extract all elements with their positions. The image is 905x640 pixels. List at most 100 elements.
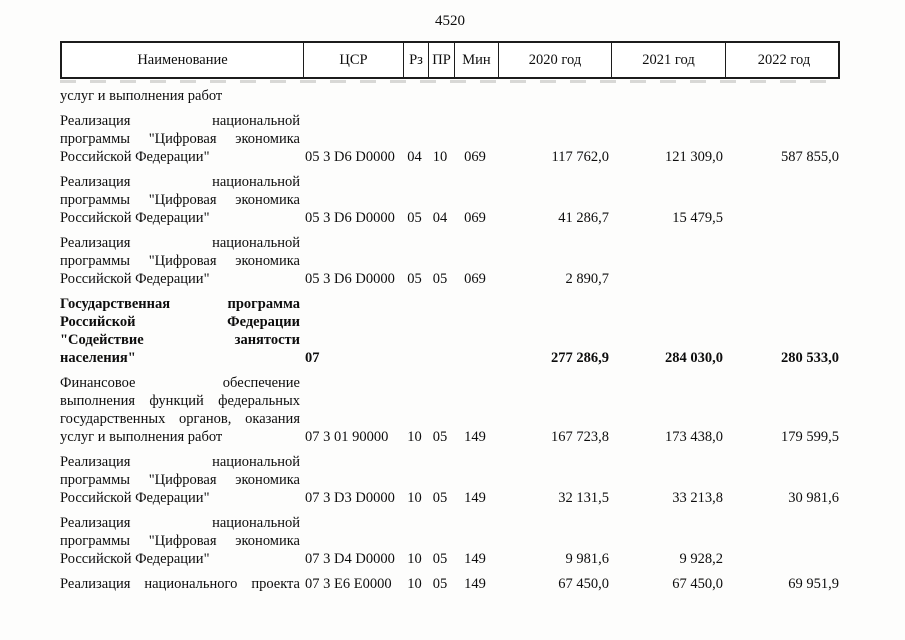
rz-cell: 05 (407, 271, 422, 287)
min-cell: 069 (464, 271, 486, 287)
year-2020-cell: 67 450,0 (558, 576, 609, 592)
pr-cell: 04 (432, 210, 448, 226)
table-row: Реализация национальной программы "Цифров… (60, 112, 840, 166)
name-line: Реализация национальной (60, 174, 300, 190)
pr-cell: 05 (432, 551, 448, 567)
year-2021-cell: 15 479,5 (672, 210, 723, 226)
year-2021-cell: 33 213,8 (672, 490, 723, 506)
table-row: Реализация национальной программы "Цифров… (60, 453, 840, 507)
name-line: программы "Цифровая экономика (60, 253, 300, 269)
year-2021-cell: 173 438,0 (665, 429, 723, 445)
year-2020-cell: 41 286,7 (558, 210, 609, 226)
year-2020-cell: 117 762,0 (551, 149, 609, 165)
column-header-2022: 2022 год (757, 51, 811, 68)
min-cell: 069 (464, 149, 486, 165)
min-cell: 149 (464, 551, 486, 567)
pr-cell: 05 (432, 576, 448, 592)
name-cell: Реализация национальной программы "Цифров… (60, 453, 302, 507)
name-line: Российской Федерации" (60, 149, 210, 165)
csr-cell: 07 3 E6 E0000 (305, 576, 392, 592)
table-row: Реализация национальной программы "Цифров… (60, 234, 840, 288)
name-line: Российской Федерации" (60, 271, 210, 287)
table-row: Реализация национальной программы "Цифров… (60, 514, 840, 568)
name-line: Российской Федерации" (60, 210, 210, 226)
column-header-min: Мин (455, 43, 499, 77)
year-2021-cell: 9 928,2 (679, 551, 724, 567)
pr-cell: 05 (432, 490, 448, 506)
table-body: услуг и выполнения работ Реализация наци… (60, 87, 840, 593)
name-line: выполнения функций федеральных (60, 393, 300, 409)
name-cell: Государственная программа Российской Феде… (60, 295, 302, 367)
column-header-2020: 2020 год (499, 43, 612, 77)
year-2020-cell: 277 286,9 (551, 350, 609, 366)
pr-cell: 05 (432, 271, 448, 287)
csr-cell: 07 (305, 350, 320, 366)
name-line: Реализация национальной (60, 515, 300, 531)
year-2022-cell: 30 981,6 (788, 490, 839, 506)
name-line: Реализация национальной (60, 454, 300, 470)
name-cell: Реализация национального проекта (60, 575, 302, 593)
name-line: программы "Цифровая экономика (60, 533, 300, 549)
page-number: 4520 (435, 13, 465, 29)
column-header-name: Наименование (62, 43, 304, 77)
column-header-pr: ПР (429, 43, 455, 77)
budget-table: Наименование ЦСР Рз ПР Мин 2020 год 2021 год 20… (60, 41, 840, 593)
name-line: Российской Федерации (60, 314, 300, 330)
name-cell: Реализация национальной программы "Цифров… (60, 173, 302, 227)
rz-cell: 04 (407, 149, 422, 165)
name-line: Реализация национальной (60, 113, 300, 129)
table-row: Реализация национальной программы "Цифров… (60, 173, 840, 227)
column-header-csr: ЦСР (304, 43, 404, 77)
name-line: населения" (60, 350, 136, 366)
pr-cell: 05 (432, 429, 448, 445)
name-cell: Реализация национальной программы "Цифров… (60, 112, 302, 166)
rz-cell: 10 (407, 576, 422, 592)
name-line: Финансовое обеспечение (60, 375, 300, 391)
name-line: "Содействие занятости (60, 332, 300, 348)
pr-cell: 10 (432, 149, 448, 165)
rz-cell: 10 (407, 490, 422, 506)
name-cell: Реализация национальной программы "Цифров… (60, 234, 302, 288)
year-2021-cell: 284 030,0 (665, 350, 723, 366)
csr-cell: 05 3 D6 D0000 (305, 149, 395, 165)
name-line: Реализация национального проекта (60, 576, 300, 592)
year-2020-cell: 9 981,6 (565, 551, 610, 567)
table-row: Государственная программа Российской Феде… (60, 295, 840, 367)
year-2020-cell: 32 131,5 (558, 490, 609, 506)
name-line: услуг и выполнения работ (60, 429, 223, 445)
csr-cell: 07 3 D3 D0000 (305, 490, 395, 506)
year-2022-cell: 280 533,0 (781, 350, 839, 366)
year-2020-cell: 167 723,8 (551, 429, 609, 445)
year-2022-cell: 69 951,9 (788, 576, 839, 592)
rz-cell: 05 (407, 210, 422, 226)
name-line: программы "Цифровая экономика (60, 472, 300, 488)
min-cell: 069 (464, 210, 486, 226)
name-line: государственных органов, оказания (60, 411, 300, 427)
min-cell: 149 (464, 490, 486, 506)
name-line: Реализация национальной (60, 235, 300, 251)
name-line: Государственная программа (60, 296, 300, 312)
year-2022-cell: 179 599,5 (781, 429, 839, 445)
name-line: Российской Федерации" (60, 490, 210, 506)
rz-cell: 10 (407, 551, 422, 567)
table-header-row: Наименование ЦСР Рз ПР Мин 2020 год 2021 год 20… (60, 41, 840, 79)
scan-artifact-line (60, 80, 840, 83)
csr-cell: 05 3 D6 D0000 (305, 271, 395, 287)
year-2022-cell: 587 855,0 (781, 149, 839, 165)
csr-cell: 07 3 D4 D0000 (305, 551, 395, 567)
year-2021-cell: 67 450,0 (672, 576, 723, 592)
row-continuation-text: услуг и выполнения работ (60, 88, 223, 104)
table-row: Реализация национального проекта 07 3 E6 … (60, 575, 840, 593)
min-cell: 149 (464, 576, 486, 592)
rz-cell: 10 (407, 429, 422, 445)
name-line: программы "Цифровая экономика (60, 131, 300, 147)
csr-cell: 05 3 D6 D0000 (305, 210, 395, 226)
name-cell: Финансовое обеспечение выполнения функций… (60, 374, 302, 446)
column-header-rz: Рз (404, 43, 429, 77)
year-2020-cell: 2 890,7 (565, 271, 610, 287)
name-line: Российской Федерации" (60, 551, 210, 567)
table-row: Финансовое обеспечение выполнения функций… (60, 374, 840, 446)
name-line: программы "Цифровая экономика (60, 192, 300, 208)
csr-cell: 07 3 01 90000 (305, 429, 389, 445)
